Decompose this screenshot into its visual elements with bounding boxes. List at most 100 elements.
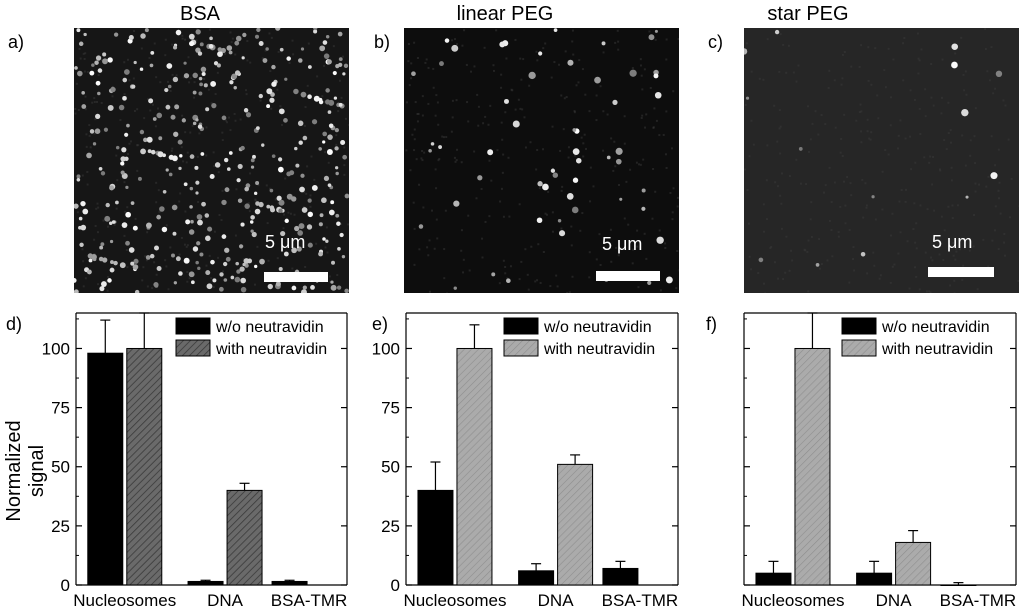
noise-pixel [137,144,140,147]
fluorescent-spot [330,200,335,205]
noise-pixel [675,287,678,290]
noise-pixel [94,224,97,227]
fluorescent-spot [302,285,307,290]
noise-pixel [910,168,913,171]
noise-pixel [107,225,110,228]
micrograph-linear-peg [404,28,679,293]
noise-pixel [950,179,953,182]
y-tick-label: 0 [391,576,400,595]
fluorescent-spot [140,148,146,155]
noise-pixel [928,290,931,293]
fluorescent-spot [328,123,334,128]
noise-pixel [652,126,655,129]
fluorescent-spot [239,266,245,272]
fluorescent-spot [194,165,199,170]
noise-pixel [420,157,423,160]
fluorescent-spot [283,251,289,257]
noise-pixel [820,114,823,117]
noise-pixel [931,259,934,262]
noise-pixel [758,77,761,80]
fluorescent-spot [242,262,246,267]
noise-pixel [111,95,114,98]
noise-pixel [220,219,223,222]
noise-pixel [146,231,149,234]
noise-pixel [841,77,844,80]
fluorescent-spot [313,95,320,102]
fluorescent-spot [199,42,204,47]
noise-pixel [964,164,967,167]
noise-pixel [870,83,873,86]
noise-pixel [463,29,466,32]
noise-pixel [175,160,178,163]
noise-pixel [582,142,585,145]
noise-pixel [181,114,184,117]
bar-without-neutravidin [518,570,555,586]
noise-pixel [205,154,208,157]
noise-pixel [338,79,341,82]
fluorescent-spot [234,276,241,283]
noise-pixel [822,191,825,194]
fluorescent-spot [222,261,228,267]
noise-pixel [762,203,765,206]
noise-pixel [291,267,294,270]
fluorescent-spot [195,191,199,195]
fluorescent-spot [271,154,276,159]
noise-pixel [184,131,187,134]
noise-pixel [636,245,639,248]
noise-pixel [782,43,785,46]
fluorescent-spot [601,41,606,46]
fluorescent-spot [165,168,169,172]
noise-pixel [781,172,784,175]
noise-pixel [595,94,598,97]
noise-pixel [906,240,909,243]
noise-pixel [425,58,428,61]
noise-pixel [348,124,349,127]
legend-label: with neutravidin [543,341,655,358]
fluorescent-spot [325,35,330,39]
fluorescent-spot [319,213,324,218]
noise-pixel [571,40,574,43]
noise-pixel [818,238,821,241]
fluorescent-spot [335,213,340,218]
noise-pixel [665,38,668,41]
noise-pixel [889,281,892,284]
fluorescent-spot [100,242,105,247]
noise-pixel [156,107,159,110]
noise-pixel [561,185,564,188]
fluorescent-spot [280,230,286,237]
noise-pixel [490,179,493,182]
noise-pixel [778,109,781,112]
fluorescent-spot [247,258,253,264]
noise-pixel [214,93,217,96]
noise-pixel [343,164,346,167]
fluorescent-spot [95,55,102,61]
bar-with-neutravidin [226,489,263,586]
noise-pixel [293,213,296,216]
panel-letter-c: c) [708,32,723,52]
noise-pixel [655,119,658,122]
y-tick-label: 0 [61,576,70,595]
noise-pixel [484,115,487,118]
noise-pixel [658,134,661,137]
fluorescent-spot [213,61,219,66]
fluorescent-spot [76,178,81,182]
fluorescent-spot [94,60,99,65]
noise-pixel [659,289,662,292]
fluorescent-spot [175,256,181,262]
noise-pixel [664,246,667,249]
noise-pixel [287,211,290,214]
fluorescent-spot [147,149,152,154]
noise-pixel [539,281,542,284]
fluorescent-spot [411,71,416,77]
fluorescent-spot [439,61,444,67]
noise-pixel [954,258,957,261]
noise-pixel [952,254,955,257]
fluorescent-spot [99,286,105,292]
fluorescent-spot [860,251,866,257]
fluorescent-spot [205,107,210,112]
y-tick-label: 50 [381,458,400,477]
noise-pixel [178,200,181,203]
noise-pixel [249,61,252,64]
noise-pixel [818,267,821,270]
fluorescent-spot [325,88,330,93]
